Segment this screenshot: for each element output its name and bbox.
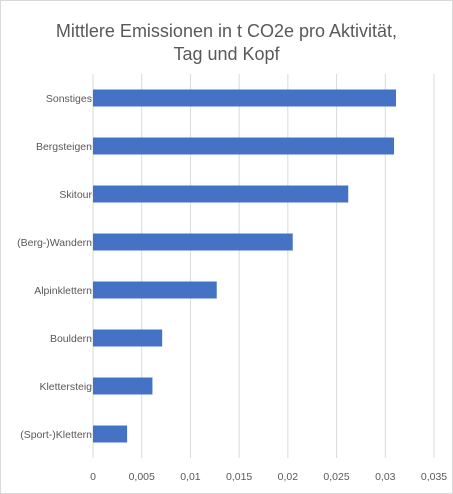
x-tick-label: 0,005 — [129, 471, 155, 483]
x-tick-label: 0,02 — [278, 471, 299, 483]
category-label: Bergsteigen — [36, 141, 92, 153]
category-label: Bouldern — [50, 333, 92, 345]
category-label: Sonstiges — [46, 93, 92, 105]
bar — [93, 281, 217, 299]
x-tick-label: 0,035 — [421, 471, 447, 483]
bar — [93, 329, 163, 347]
category-label: Skitour — [59, 189, 92, 201]
x-tick-label: 0,01 — [180, 471, 201, 483]
bar — [93, 185, 349, 203]
x-tick-label: 0,025 — [323, 471, 349, 483]
chart-title: Mittlere Emissionen in t CO2e pro Aktivi… — [55, 21, 398, 64]
bar — [93, 377, 153, 395]
x-tick-label: 0,03 — [375, 471, 396, 483]
bar — [93, 137, 395, 155]
bar — [93, 89, 397, 107]
bar — [93, 233, 293, 251]
category-label: (Berg-)Wandern — [17, 237, 92, 249]
category-label: Alpinklettern — [34, 285, 92, 297]
category-label: (Sport-)Klettern — [20, 429, 92, 441]
x-tick-label: 0,015 — [226, 471, 252, 483]
bar — [93, 425, 128, 443]
category-label: Klettersteig — [39, 381, 92, 393]
x-tick-label: 0 — [90, 471, 96, 483]
